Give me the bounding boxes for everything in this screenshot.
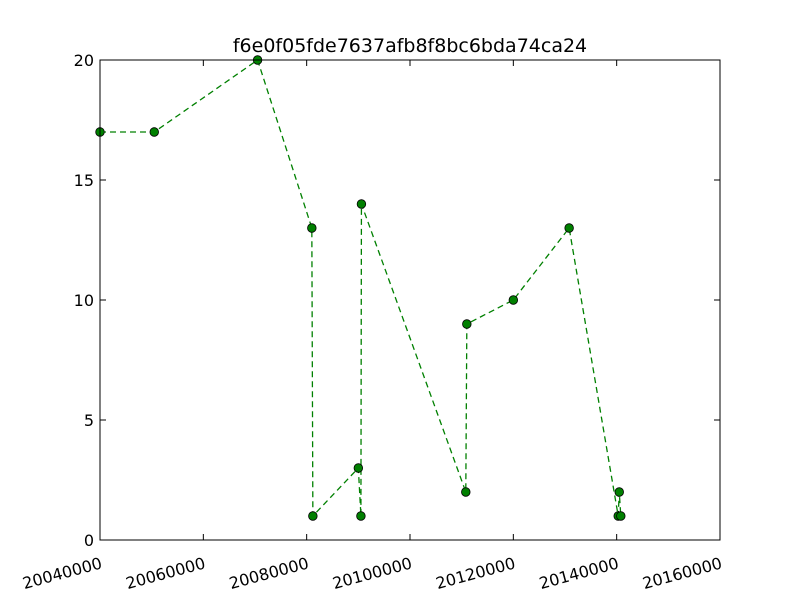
data-point: [353, 463, 364, 473]
y-tick-label: 20: [74, 51, 94, 70]
y-tick-label: 10: [74, 291, 94, 310]
data-point: [462, 319, 472, 329]
data-point: [614, 487, 624, 497]
data-point: [149, 127, 159, 137]
x-tick-label: 20040000: [20, 554, 104, 593]
data-point: [307, 223, 317, 233]
data-point: [308, 511, 318, 521]
series-line: [100, 58, 622, 518]
data-point: [356, 199, 367, 209]
y-tick-label: 0: [84, 531, 94, 550]
axes-frame: [99, 59, 721, 541]
data-point: [616, 511, 626, 521]
plot-area: [95, 55, 721, 541]
y-tick-label: 15: [74, 171, 94, 190]
x-tick-label: 20080000: [227, 554, 311, 593]
data-point: [564, 223, 574, 233]
x-tick-label: 20100000: [330, 554, 414, 593]
data-point: [461, 487, 471, 497]
y-axis: 0 5 10 15 20: [74, 51, 720, 550]
x-tick-label: 20120000: [434, 554, 518, 593]
data-point: [508, 295, 519, 305]
y-tick-label: 5: [84, 411, 94, 430]
chart-title: f6e0f05fde7637afb8f8bc6bda74ca24: [233, 35, 587, 57]
x-tick-label: 20160000: [640, 554, 724, 593]
x-tick-label: 20060000: [124, 554, 208, 593]
x-tick-label: 20140000: [537, 554, 621, 593]
data-point: [356, 511, 366, 521]
